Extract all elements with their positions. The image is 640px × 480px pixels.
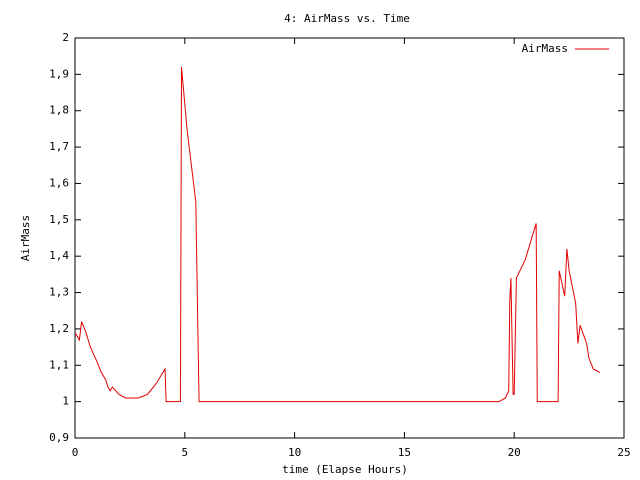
y-tick-label: 1,3 xyxy=(49,286,69,299)
y-tick-label: 1,6 xyxy=(49,176,69,189)
y-tick-label: 1,5 xyxy=(49,213,69,226)
chart-title: 4: AirMass vs. Time xyxy=(284,12,410,25)
x-tick-label: 5 xyxy=(181,446,188,459)
y-tick-label: 1,2 xyxy=(49,322,69,335)
x-tick-label: 0 xyxy=(72,446,79,459)
y-tick-label: 1,7 xyxy=(49,140,69,153)
y-tick-label: 0,9 xyxy=(49,431,69,444)
y-tick-label: 2 xyxy=(62,31,69,44)
plot-border xyxy=(74,37,625,439)
x-tick-label: 10 xyxy=(288,446,301,459)
legend-label: AirMass xyxy=(522,42,568,55)
y-tick-label: 1,4 xyxy=(49,249,69,262)
y-tick-label: 1 xyxy=(62,395,69,408)
y-axis-label: AirMass xyxy=(19,215,32,261)
y-tick-label: 1,9 xyxy=(49,67,69,80)
x-axis-label: time (Elapse Hours) xyxy=(282,463,408,476)
y-tick-label: 1,1 xyxy=(49,358,69,371)
x-tick-label: 20 xyxy=(508,446,521,459)
y-tick-label: 1,8 xyxy=(49,104,69,117)
data-line xyxy=(74,67,601,403)
x-tick-label: 15 xyxy=(398,446,411,459)
x-tick-label: 25 xyxy=(617,446,630,459)
